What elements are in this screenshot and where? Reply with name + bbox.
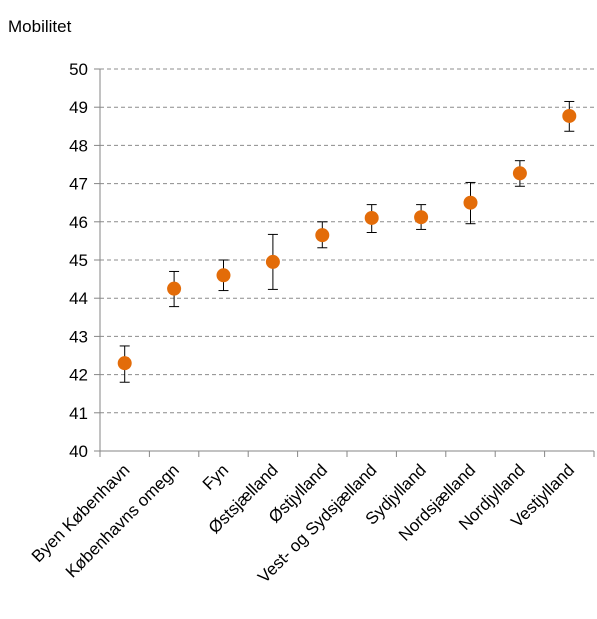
- data-point: [562, 108, 577, 123]
- data-point: [512, 166, 527, 181]
- data-point: [265, 254, 280, 269]
- y-tick-label-44: 44: [69, 289, 88, 308]
- data-point: [117, 356, 132, 371]
- error-bars: [119, 100, 575, 383]
- y-tick-label-45: 45: [69, 251, 88, 270]
- y-tick-labels: 40 41 42 43 44 45 46 47 48 49 50: [69, 60, 88, 461]
- y-axis-label: Mobilitet: [8, 17, 72, 36]
- axes: [94, 68, 595, 457]
- y-tick-label-49: 49: [69, 98, 88, 117]
- data-point: [216, 268, 231, 283]
- data-point: [167, 281, 182, 296]
- data-point: [414, 210, 429, 225]
- data-point: [315, 228, 330, 243]
- data-point: [364, 210, 379, 225]
- y-tick-label-47: 47: [69, 175, 88, 194]
- y-tick-label-48: 48: [69, 136, 88, 155]
- data-point: [463, 195, 478, 210]
- x-tick-label: Fyn: [199, 460, 232, 493]
- data-points: [117, 108, 577, 371]
- gridlines: [100, 68, 594, 414]
- y-tick-label-42: 42: [69, 366, 88, 385]
- y-tick-label-46: 46: [69, 213, 88, 232]
- y-tick-label-40: 40: [69, 442, 88, 461]
- y-tick-label-41: 41: [69, 404, 88, 423]
- y-tick-label-43: 43: [69, 327, 88, 346]
- y-tick-label-50: 50: [69, 60, 88, 79]
